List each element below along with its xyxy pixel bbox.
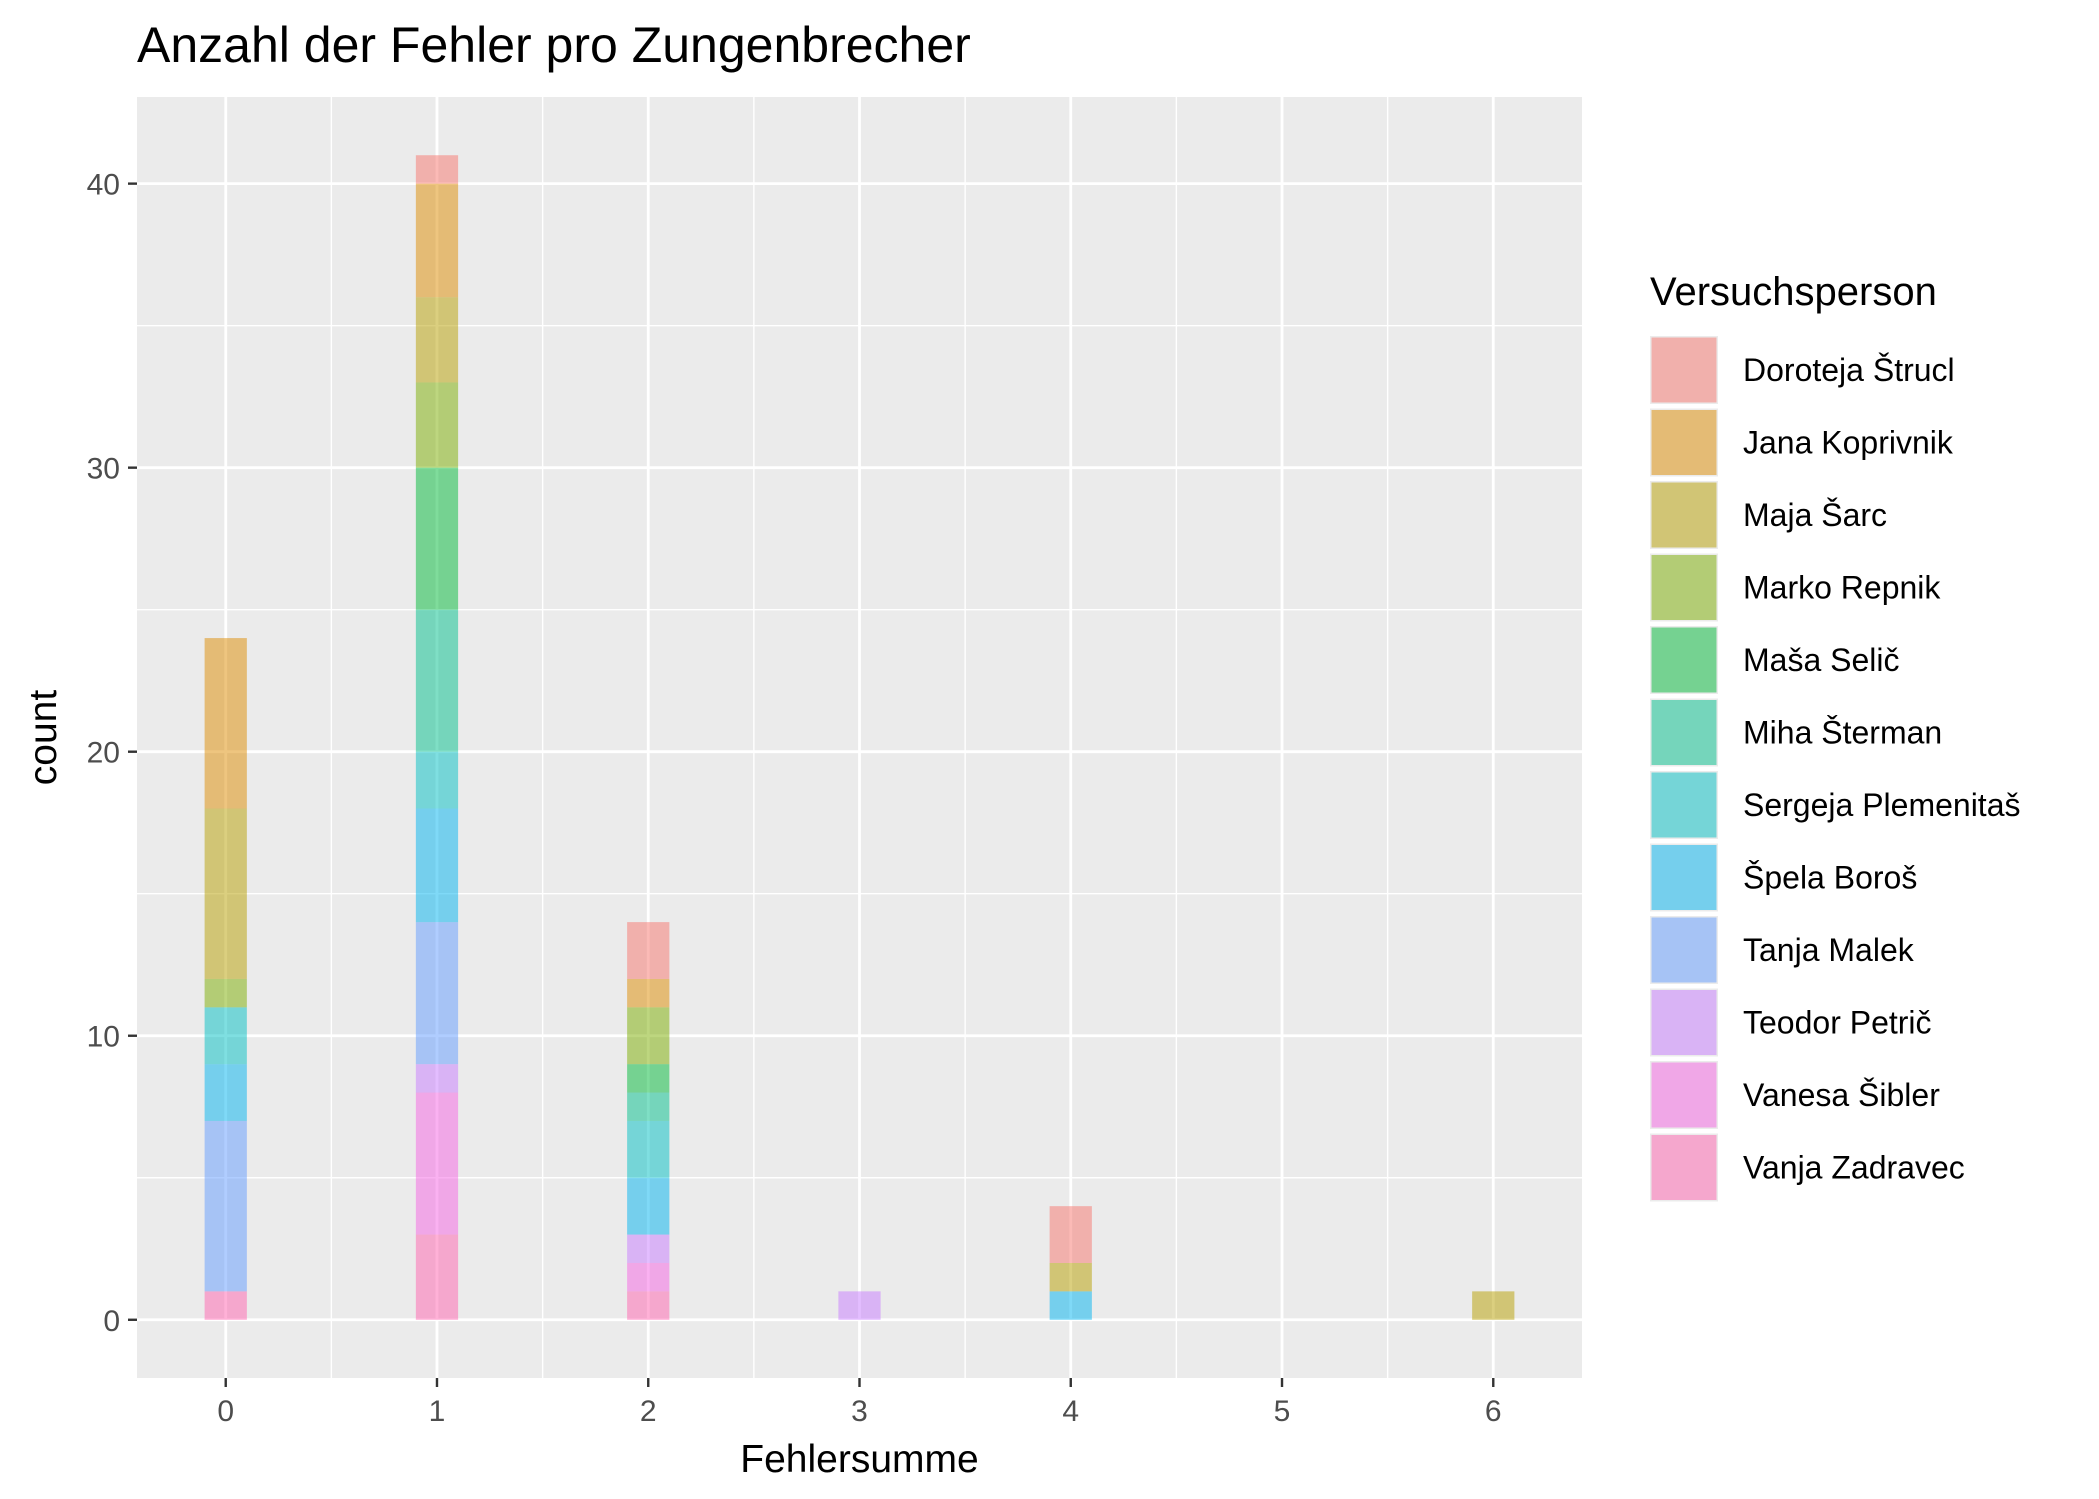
bar-segment (415, 297, 459, 383)
chart-title: Anzahl der Fehler pro Zungenbrecher (137, 17, 971, 73)
bar-segment (627, 1064, 670, 1093)
bar-segment (415, 1234, 459, 1320)
legend-key (1651, 772, 1717, 838)
x-axis-title: Fehlersumme (740, 1438, 978, 1481)
legend-key (1651, 482, 1717, 548)
y-axis-title: count (22, 690, 65, 786)
bar-segment (415, 808, 459, 923)
bar-segment (415, 751, 459, 809)
legend-title: Versuchsperson (1650, 270, 1937, 314)
bar-segment (627, 1177, 670, 1235)
legend-item: Sergeja Plemenitaš (1650, 771, 2020, 839)
bar-segment (627, 1120, 670, 1178)
legend-item: Marko Repnik (1650, 553, 1941, 622)
legend-key (1651, 990, 1717, 1055)
y-tick-label: 20 (87, 737, 120, 770)
legend-item: Doroteja Štrucl (1650, 336, 1955, 404)
bar-segment (204, 638, 247, 809)
bar-segment (1049, 1291, 1092, 1320)
legend-label: Maša Selič (1743, 642, 1900, 678)
bar-segment (204, 1064, 247, 1121)
x-tick-label: 1 (429, 1395, 446, 1428)
legend-label: Marko Repnik (1743, 570, 1941, 606)
legend-label: Vanesa Šibler (1743, 1077, 1940, 1113)
legend-label: Teodor Petrič (1743, 1005, 1932, 1041)
x-tick-label: 3 (851, 1395, 868, 1428)
legend-label: Sergeja Plemenitaš (1743, 787, 2020, 823)
legend-key (1651, 917, 1717, 983)
bar-segment (627, 1234, 670, 1263)
bar-segment (627, 1007, 670, 1065)
x-tick-label: 2 (640, 1395, 657, 1428)
bar-segment (204, 978, 247, 1008)
bar-segment (627, 1291, 670, 1320)
legend-label: Miha Šterman (1743, 715, 1942, 751)
bar-segment (415, 382, 459, 468)
legend-item: Miha Šterman (1650, 698, 1942, 767)
legend-item: Maša Selič (1650, 626, 1900, 694)
legend-key (1651, 337, 1717, 403)
bar-segment (204, 1007, 247, 1065)
bars (204, 155, 1515, 1320)
legend-items: Doroteja Štrucl Jana Koprivnik Maja Šarc Ma… (1650, 336, 2020, 1202)
y-tick-label: 30 (87, 453, 120, 486)
bar-segment (204, 808, 247, 979)
bar-segment (627, 922, 670, 979)
bar-segment (204, 1120, 247, 1292)
legend-item: Špela Boroš (1650, 843, 1917, 912)
bar-segment (415, 1064, 459, 1093)
legend-key (1651, 1135, 1717, 1200)
x-tick-label: 4 (1062, 1395, 1079, 1428)
legend-item: Vanja Zadravec (1650, 1133, 1965, 1202)
bar-segment (415, 467, 459, 610)
bar-segment (838, 1291, 881, 1320)
y-tick-label: 10 (87, 1021, 120, 1054)
x-tick-label: 0 (217, 1395, 234, 1428)
legend-item: Jana Koprivnik (1650, 408, 1954, 477)
bar-segment (1049, 1206, 1092, 1263)
bar-segment (415, 609, 459, 752)
bar-segment (415, 183, 459, 298)
bar-segment (627, 1092, 670, 1121)
legend-key (1651, 410, 1717, 475)
legend-label: Jana Koprivnik (1743, 425, 1954, 461)
bar-segment (627, 1262, 670, 1292)
legend-key (1651, 1062, 1717, 1128)
legend-label: Maja Šarc (1743, 497, 1887, 533)
x-tick-label: 6 (1485, 1395, 1502, 1428)
legend-label: Doroteja Štrucl (1743, 352, 1955, 388)
legend-item: Vanesa Šibler (1650, 1061, 1940, 1129)
legend-key (1651, 555, 1717, 620)
legend-label: Vanja Zadravec (1743, 1150, 1965, 1186)
legend-key (1651, 627, 1717, 693)
bar-segment (415, 155, 459, 184)
bar-segment (415, 1092, 459, 1235)
bar-segment (415, 922, 459, 1065)
legend-label: Špela Boroš (1743, 860, 1917, 896)
x-tick-label: 5 (1274, 1395, 1291, 1428)
bar-segment (627, 978, 670, 1008)
legend-label: Tanja Malek (1743, 932, 1915, 968)
legend: Versuchsperson Doroteja Štrucl Jana Kopri… (1650, 270, 2020, 1202)
legend-item: Maja Šarc (1650, 481, 1887, 549)
x-axis-ticks: 0 1 2 3 4 5 6 (217, 1378, 1502, 1428)
legend-key (1651, 845, 1717, 910)
bar-segment (204, 1291, 247, 1320)
y-axis-ticks: 0 10 20 30 40 (87, 169, 137, 1338)
bar-segment (1049, 1262, 1092, 1292)
y-tick-label: 0 (103, 1305, 120, 1338)
legend-key (1651, 700, 1717, 765)
y-tick-label: 40 (87, 169, 120, 202)
legend-item: Teodor Petrič (1650, 988, 1932, 1057)
legend-item: Tanja Malek (1650, 916, 1915, 984)
bar-segment (1472, 1291, 1515, 1320)
